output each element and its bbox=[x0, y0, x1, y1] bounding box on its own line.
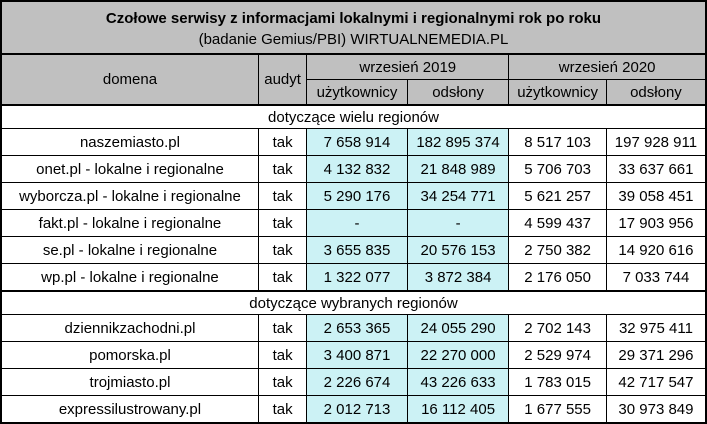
audit-cell: tak bbox=[257, 314, 308, 342]
domain-cell: trojmiasto.pl bbox=[0, 368, 259, 396]
header-row-metrics: użytkownicy odsłony użytkownicy odsłony bbox=[1, 79, 707, 106]
audit-cell: tak bbox=[257, 155, 308, 183]
domain-cell: onet.pl - lokalne i regionalne bbox=[0, 155, 259, 183]
users-2019-cell: 3 400 871 bbox=[306, 341, 408, 369]
section-label: dotyczące wielu regionów bbox=[0, 104, 707, 129]
header-row-periods: domena audyt wrzesień 2019 wrzesień 2020 bbox=[0, 53, 707, 106]
audit-cell: tak bbox=[257, 236, 308, 264]
views-2019-cell: 22 270 000 bbox=[406, 341, 510, 369]
column-header-period-2020: wrzesień 2020 bbox=[508, 53, 707, 80]
views-2020-cell: 14 920 616 bbox=[605, 236, 707, 264]
audit-cell: tak bbox=[257, 209, 308, 237]
audit-cell: tak bbox=[257, 263, 308, 292]
users-2019-cell: - bbox=[306, 209, 408, 237]
audit-cell: tak bbox=[257, 128, 308, 156]
views-2019-cell: 34 254 771 bbox=[406, 182, 510, 210]
views-2019-cell: 3 872 384 bbox=[406, 263, 510, 292]
column-header-period-2019: wrzesień 2019 bbox=[306, 53, 510, 80]
section-label: dotyczące wybranych regionów bbox=[0, 290, 707, 315]
domain-cell: wyborcza.pl - lokalne i regionalne bbox=[0, 182, 259, 210]
audit-cell: tak bbox=[257, 182, 308, 210]
table-row: naszemiasto.pl tak 7 658 914 182 895 374… bbox=[0, 128, 707, 156]
users-2020-cell: 2 176 050 bbox=[508, 263, 607, 292]
views-2019-cell: 16 112 405 bbox=[406, 395, 510, 424]
users-2019-cell: 2 653 365 bbox=[306, 314, 408, 342]
table-row: pomorska.pl tak 3 400 871 22 270 000 2 5… bbox=[0, 341, 707, 369]
audit-cell: tak bbox=[257, 368, 308, 396]
users-2020-cell: 2 529 974 bbox=[508, 341, 607, 369]
views-2020-cell: 29 371 296 bbox=[605, 341, 707, 369]
users-2019-cell: 7 658 914 bbox=[306, 128, 408, 156]
views-2019-cell: 21 848 989 bbox=[406, 155, 510, 183]
users-2020-cell: 1 677 555 bbox=[508, 395, 607, 424]
domain-cell: wp.pl - lokalne i regionalne bbox=[0, 263, 259, 292]
column-header-views-2019: odsłony bbox=[406, 79, 510, 106]
table-row: trojmiasto.pl tak 2 226 674 43 226 633 1… bbox=[0, 368, 707, 396]
users-2020-cell: 2 750 382 bbox=[508, 236, 607, 264]
domain-cell: pomorska.pl bbox=[0, 341, 259, 369]
users-2020-cell: 8 517 103 bbox=[508, 128, 607, 156]
views-2019-cell: 20 576 153 bbox=[406, 236, 510, 264]
users-2019-cell: 2 226 674 bbox=[306, 368, 408, 396]
section-header-selected-regions: dotyczące wybranych regionów bbox=[0, 290, 707, 315]
domain-cell: se.pl - lokalne i regionalne bbox=[0, 236, 259, 264]
users-2019-cell: 2 012 713 bbox=[306, 395, 408, 424]
audit-cell: tak bbox=[257, 395, 308, 424]
views-2020-cell: 33 637 661 bbox=[605, 155, 707, 183]
column-header-audit: audyt bbox=[257, 53, 308, 106]
views-2020-cell: 32 975 411 bbox=[605, 314, 707, 342]
column-header-domain: domena bbox=[0, 53, 259, 106]
domain-cell: fakt.pl - lokalne i regionalne bbox=[0, 209, 259, 237]
column-header-users-2020: użytkownicy bbox=[508, 79, 607, 106]
views-2020-cell: 30 973 849 bbox=[605, 395, 707, 424]
table-title: Czołowe serwisy z informacjami lokalnymi… bbox=[105, 9, 602, 27]
users-2020-cell: 4 599 437 bbox=[508, 209, 607, 237]
users-2019-cell: 3 655 835 bbox=[306, 236, 408, 264]
title-cell: Czołowe serwisy z informacjami lokalnymi… bbox=[0, 0, 707, 55]
table-row: wp.pl - lokalne i regionalne tak 1 322 0… bbox=[0, 263, 707, 292]
users-2020-cell: 2 702 143 bbox=[508, 314, 607, 342]
views-2019-cell: - bbox=[406, 209, 510, 237]
views-2020-cell: 197 928 911 bbox=[605, 128, 707, 156]
audit-cell: tak bbox=[257, 341, 308, 369]
views-2019-cell: 182 895 374 bbox=[406, 128, 510, 156]
views-2020-cell: 17 903 956 bbox=[605, 209, 707, 237]
domain-cell: naszemiasto.pl bbox=[0, 128, 259, 156]
views-2019-cell: 43 226 633 bbox=[406, 368, 510, 396]
users-2020-cell: 5 621 257 bbox=[508, 182, 607, 210]
column-header-users-2019: użytkownicy bbox=[306, 79, 408, 106]
title-row: Czołowe serwisy z informacjami lokalnymi… bbox=[0, 0, 707, 55]
views-2020-cell: 42 717 547 bbox=[605, 368, 707, 396]
users-2020-cell: 5 706 703 bbox=[508, 155, 607, 183]
table-row: fakt.pl - lokalne i regionalne tak - - 4… bbox=[0, 209, 707, 237]
users-2020-cell: 1 783 015 bbox=[508, 368, 607, 396]
domain-cell: expressilustrowany.pl bbox=[0, 395, 259, 424]
domain-cell: dziennikzachodni.pl bbox=[0, 314, 259, 342]
views-2019-cell: 24 055 290 bbox=[406, 314, 510, 342]
table-row: expressilustrowany.pl tak 2 012 713 16 1… bbox=[0, 395, 707, 424]
table-row: onet.pl - lokalne i regionalne tak 4 132… bbox=[0, 155, 707, 183]
users-2019-cell: 4 132 832 bbox=[306, 155, 408, 183]
views-2020-cell: 39 058 451 bbox=[605, 182, 707, 210]
users-2019-cell: 1 322 077 bbox=[306, 263, 408, 292]
table-row: dziennikzachodni.pl tak 2 653 365 24 055… bbox=[0, 314, 707, 342]
users-2019-cell: 5 290 176 bbox=[306, 182, 408, 210]
table-subtitle: (badanie Gemius/PBI) WIRTUALNEMEDIA.PL bbox=[198, 30, 509, 48]
column-header-views-2020: odsłony bbox=[605, 79, 707, 106]
table-row: wyborcza.pl - lokalne i regionalne tak 5… bbox=[0, 182, 707, 210]
table-row: se.pl - lokalne i regionalne tak 3 655 8… bbox=[0, 236, 707, 264]
section-header-multi-region: dotyczące wielu regionów bbox=[0, 104, 707, 129]
views-2020-cell: 7 033 744 bbox=[605, 263, 707, 292]
